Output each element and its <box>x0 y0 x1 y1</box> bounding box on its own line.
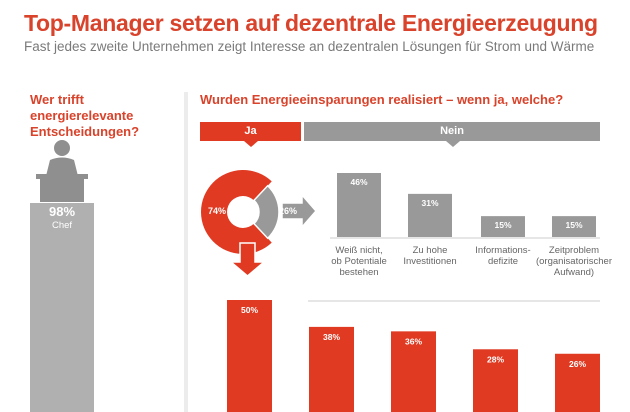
nein-bar-value: 46% <box>350 177 367 187</box>
ja-pointer <box>244 141 258 147</box>
ja-top-rule <box>308 300 600 302</box>
ja-bar <box>555 353 600 412</box>
nein-bar <box>552 216 596 237</box>
nein-category-line: defizite <box>487 256 519 267</box>
ja-bar-value: 38% <box>323 332 340 342</box>
ja-bar-value: 36% <box>405 336 422 346</box>
nein-bar <box>481 216 525 237</box>
nein-category-line: Weiß nicht, <box>335 245 383 256</box>
nein-pointer <box>446 141 460 147</box>
nein-category-line: Investitionen <box>403 256 457 267</box>
manager-icon <box>36 140 88 202</box>
ja-bar <box>391 331 436 412</box>
ja-bar-value: 26% <box>569 359 586 369</box>
nein-category-line: Zeitproblem <box>548 245 600 256</box>
nein-category-line: ob Potentiale <box>331 256 387 267</box>
left-section-title: Wer trifft energierelevante Entscheidung… <box>30 92 140 139</box>
chef-bar <box>30 203 94 412</box>
nein-bar-value: 31% <box>421 198 438 208</box>
nein-category-label: Zeitproblem (organisatorischer Aufwand) <box>529 245 619 278</box>
chef-category-label: Chef <box>51 220 73 231</box>
nein-category-line: Aufwand) <box>553 267 595 278</box>
nein-bar-value: 15% <box>565 220 582 230</box>
donut-label-nein: 26% <box>279 206 297 216</box>
nein-category-line: (organisatorischer <box>535 256 613 267</box>
section-divider <box>184 92 188 412</box>
ja-header-bar: Ja <box>200 122 301 141</box>
donut-slice-nein <box>252 184 280 240</box>
donut-slice-ja <box>201 169 272 254</box>
nein-bar <box>337 173 381 237</box>
ja-arrow-icon <box>228 242 267 277</box>
nein-category-label: Informations-defizite <box>458 245 548 267</box>
nein-bar-value: 15% <box>494 220 511 230</box>
nein-category-label: Zu hohe Investitionen <box>385 245 475 267</box>
nein-category-line: bestehen <box>339 267 379 278</box>
chef-value-label: 98% <box>48 204 76 219</box>
ja-bar-value: 50% <box>241 305 258 315</box>
nein-arrow-icon <box>281 193 317 229</box>
page-subtitle: Fast jedes zweite Unternehmen zeigt Inte… <box>24 39 595 54</box>
nein-category-line: Zu hohe <box>412 245 448 256</box>
ja-bar <box>473 349 518 412</box>
nein-header-bar: Nein <box>304 122 600 141</box>
right-section-title: Wurden Energieeinsparungen realisiert – … <box>200 92 564 107</box>
nein-category-label: Weiß nicht, ob Potentiale bestehen <box>314 245 404 278</box>
donut-label-ja: 74% <box>208 206 226 216</box>
ja-bar-value: 28% <box>487 354 504 364</box>
ja-bar <box>309 326 354 412</box>
ja-bar <box>227 300 272 412</box>
nein-bar <box>408 193 452 237</box>
page-title: Top-Manager setzen auf dezentrale Energi… <box>24 10 598 36</box>
nein-baseline <box>330 237 600 239</box>
nein-category-line: Informations- <box>475 245 531 256</box>
